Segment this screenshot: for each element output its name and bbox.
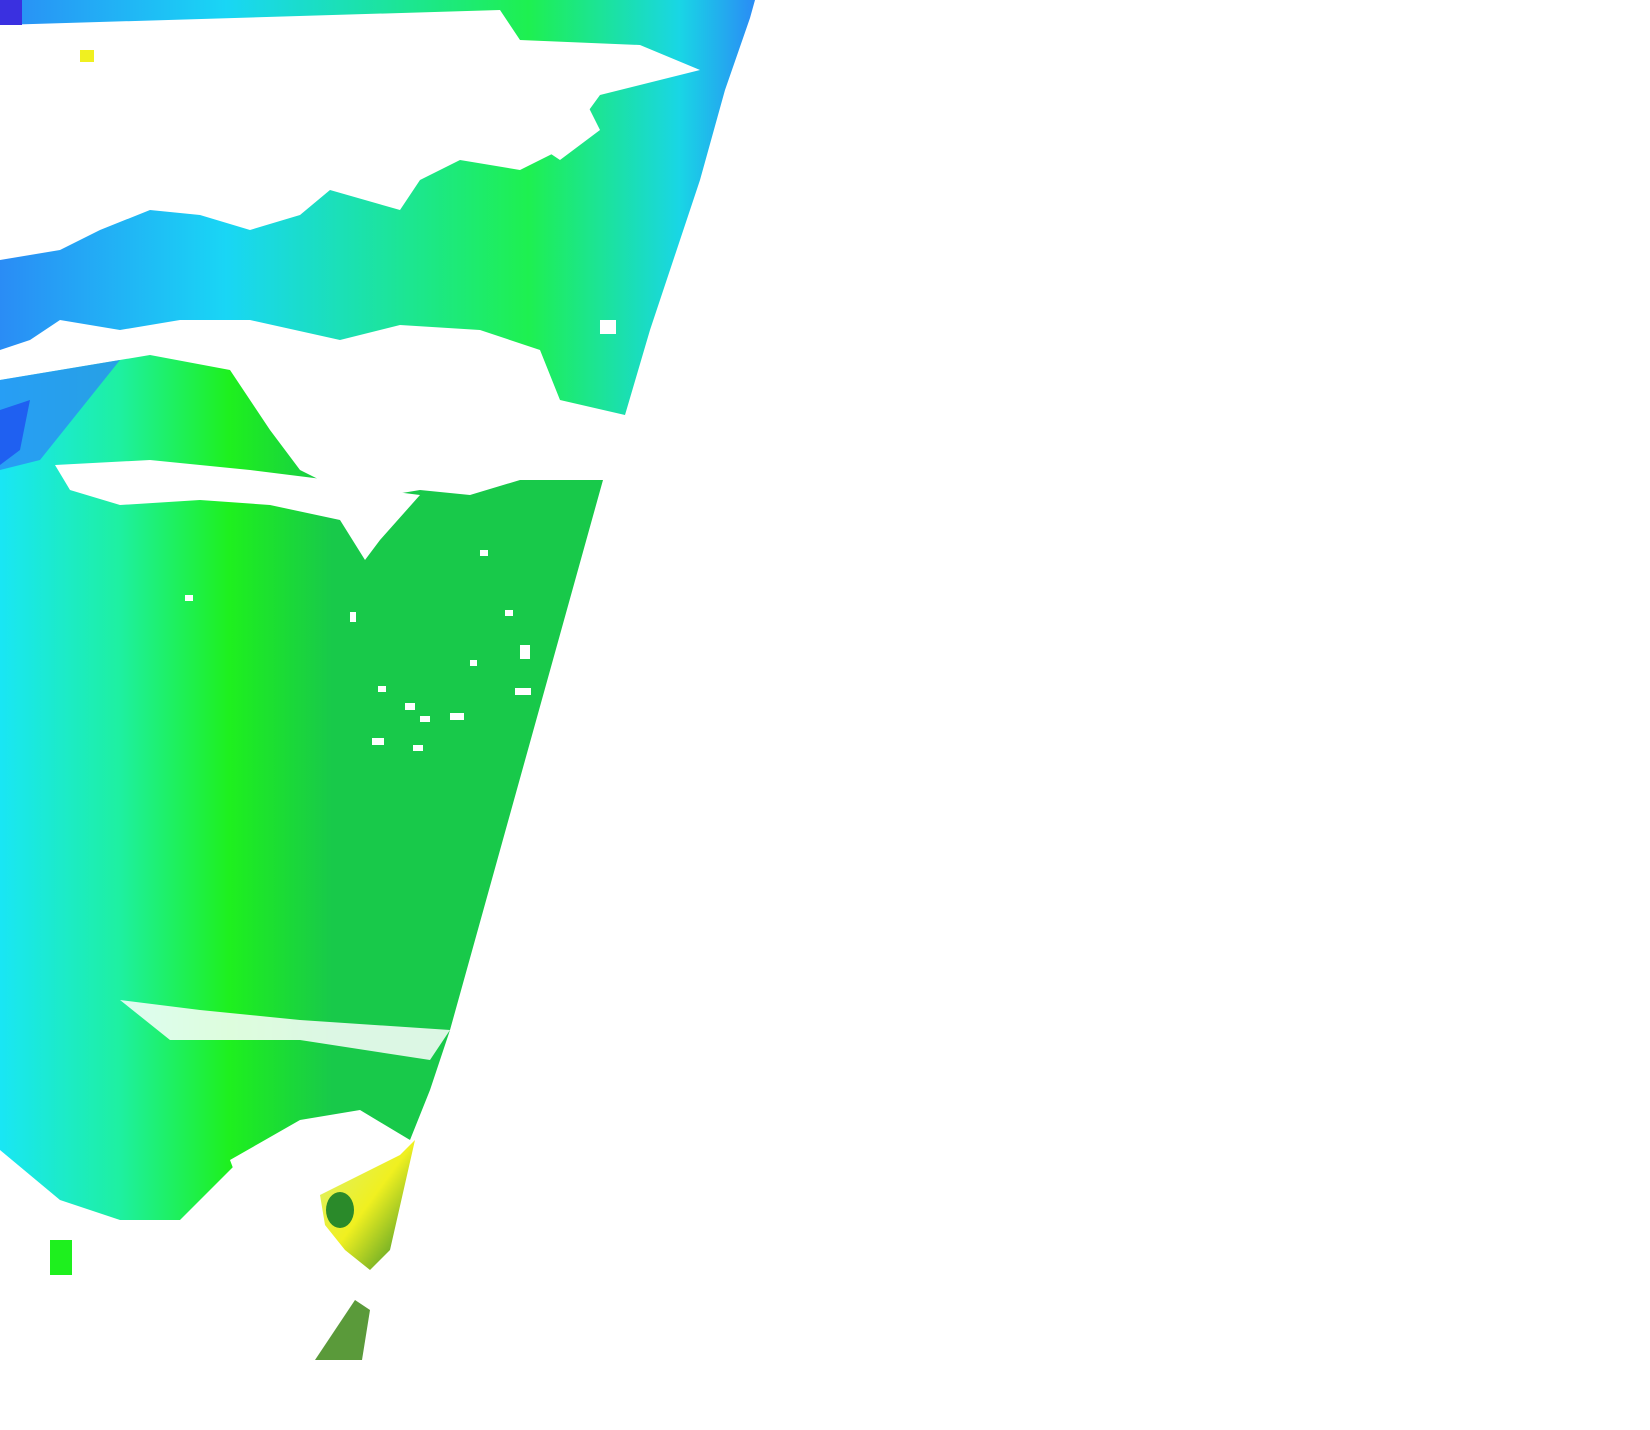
cloud-gap xyxy=(0,10,700,260)
blue-edge-region xyxy=(0,360,120,470)
cloud-speckles xyxy=(185,320,616,751)
dark-green-patch xyxy=(326,1192,354,1228)
cloud-gap xyxy=(520,90,600,160)
cloud-gap xyxy=(120,1000,450,1060)
green-pixel xyxy=(50,1240,72,1275)
blue-pixel xyxy=(0,0,22,25)
south-land-region xyxy=(320,1140,415,1270)
main-swath-region xyxy=(0,355,603,1220)
blue-edge-region xyxy=(0,400,30,465)
yellow-pixel xyxy=(80,50,94,62)
cloud-gap xyxy=(55,460,420,560)
south-land-region xyxy=(315,1300,370,1360)
